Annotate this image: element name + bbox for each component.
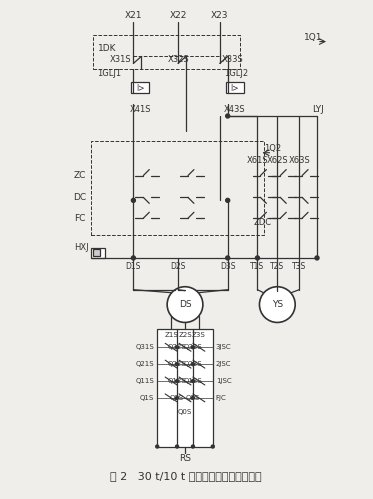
Text: I>: I> bbox=[231, 84, 239, 93]
Circle shape bbox=[191, 363, 194, 366]
Circle shape bbox=[176, 363, 179, 366]
Circle shape bbox=[176, 396, 179, 399]
Circle shape bbox=[176, 346, 179, 349]
Text: 1GLJ2: 1GLJ2 bbox=[224, 69, 248, 78]
Text: 3JSC: 3JSC bbox=[216, 344, 231, 350]
Text: T3S: T3S bbox=[292, 262, 306, 271]
Text: Q33S: Q33S bbox=[184, 344, 202, 350]
Text: Q11S: Q11S bbox=[135, 378, 154, 384]
Circle shape bbox=[211, 445, 214, 448]
Text: X33S: X33S bbox=[222, 55, 244, 64]
Bar bbox=[131, 82, 149, 93]
Circle shape bbox=[191, 396, 194, 399]
Text: X21: X21 bbox=[125, 11, 142, 20]
Text: Z2S: Z2S bbox=[178, 332, 192, 338]
Text: HXJ: HXJ bbox=[74, 243, 89, 251]
Text: X22: X22 bbox=[169, 11, 187, 20]
Text: ZDC: ZDC bbox=[253, 218, 272, 227]
Text: X63S: X63S bbox=[288, 156, 310, 165]
Text: 1JSC: 1JSC bbox=[216, 378, 231, 384]
Text: 图 2   30 t/10 t 桥式起重机主钙控制原理: 图 2 30 t/10 t 桥式起重机主钙控制原理 bbox=[110, 471, 262, 482]
Text: FJC: FJC bbox=[216, 395, 226, 401]
Circle shape bbox=[226, 199, 230, 203]
Circle shape bbox=[226, 114, 230, 118]
Circle shape bbox=[167, 287, 203, 322]
Text: D3S: D3S bbox=[220, 262, 235, 271]
Text: 1DK: 1DK bbox=[98, 44, 116, 53]
Circle shape bbox=[256, 256, 260, 260]
Text: Z3S: Z3S bbox=[192, 332, 206, 338]
Bar bbox=[93, 34, 239, 69]
Text: Q12S: Q12S bbox=[168, 378, 186, 384]
Circle shape bbox=[156, 445, 159, 448]
Text: I>: I> bbox=[136, 84, 145, 93]
Circle shape bbox=[176, 445, 179, 448]
Text: X32S: X32S bbox=[167, 55, 189, 64]
Circle shape bbox=[191, 380, 194, 383]
Text: X23: X23 bbox=[211, 11, 229, 20]
Text: LYJ: LYJ bbox=[312, 105, 324, 114]
Text: Q1S: Q1S bbox=[140, 395, 154, 401]
Circle shape bbox=[131, 199, 135, 203]
Text: RS: RS bbox=[179, 454, 191, 463]
Circle shape bbox=[226, 256, 230, 260]
Text: Q3S: Q3S bbox=[186, 395, 200, 401]
Text: Q32S: Q32S bbox=[168, 344, 186, 350]
Text: DC: DC bbox=[73, 193, 86, 202]
Bar bbox=[93, 249, 100, 256]
Text: X41S: X41S bbox=[129, 105, 151, 114]
Text: X43S: X43S bbox=[224, 105, 245, 114]
Circle shape bbox=[191, 346, 194, 349]
Text: Q22S: Q22S bbox=[168, 361, 186, 367]
Text: X31S: X31S bbox=[110, 55, 131, 64]
Text: FC: FC bbox=[74, 214, 86, 223]
Circle shape bbox=[315, 256, 319, 260]
Text: Q0S: Q0S bbox=[178, 409, 192, 415]
Text: D2S: D2S bbox=[170, 262, 186, 271]
Text: Q31S: Q31S bbox=[135, 344, 154, 350]
Text: ZC: ZC bbox=[73, 171, 86, 180]
Bar bbox=[157, 329, 213, 447]
Circle shape bbox=[176, 380, 179, 383]
Text: DS: DS bbox=[179, 300, 191, 309]
Text: 2JSC: 2JSC bbox=[216, 361, 231, 367]
Text: 1GLJ1: 1GLJ1 bbox=[97, 69, 121, 78]
Text: Q13S: Q13S bbox=[184, 378, 202, 384]
Circle shape bbox=[131, 256, 135, 260]
Bar bbox=[226, 82, 244, 93]
Text: T2S: T2S bbox=[270, 262, 284, 271]
Text: D1S: D1S bbox=[126, 262, 141, 271]
Text: Q2S: Q2S bbox=[170, 395, 184, 401]
Text: X61S: X61S bbox=[247, 156, 268, 165]
Circle shape bbox=[260, 287, 295, 322]
Text: YS: YS bbox=[272, 300, 283, 309]
Text: Z1S: Z1S bbox=[164, 332, 178, 338]
Text: 1Q1: 1Q1 bbox=[304, 33, 323, 42]
Text: Q23S: Q23S bbox=[184, 361, 202, 367]
Text: X62S: X62S bbox=[266, 156, 288, 165]
Bar bbox=[91, 141, 264, 235]
Text: T1S: T1S bbox=[250, 262, 264, 271]
Text: Q21S: Q21S bbox=[136, 361, 154, 367]
Bar bbox=[91, 248, 104, 258]
Circle shape bbox=[191, 445, 194, 448]
Text: 1Q2: 1Q2 bbox=[264, 144, 281, 153]
